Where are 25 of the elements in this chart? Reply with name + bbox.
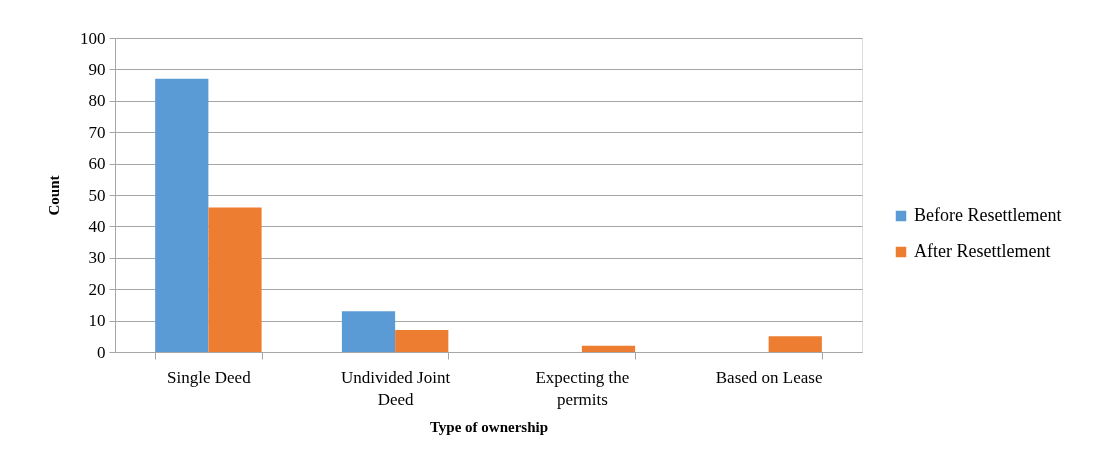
y-axis-title: Count [46,175,62,216]
x-tick-label: Based on Lease [715,367,823,387]
legend-label: Before Resettlement [914,205,1062,225]
bar [581,345,636,352]
x-tick-label: Undivided Joint Deed [341,367,451,409]
y-tick-label: 30 [88,248,106,268]
y-tick-label: 0 [97,342,106,362]
bar [208,207,262,352]
y-tick-label: 10 [88,311,106,331]
y-tick-label: 90 [88,59,106,79]
bar [395,330,449,352]
bar [768,336,822,352]
y-tick-label: 20 [88,279,106,299]
bar [341,311,396,352]
y-tick-label: 60 [88,154,106,174]
y-tick-label: 70 [88,122,106,142]
y-tick-label: 50 [88,185,106,205]
legend-label: After Resettlement [914,241,1051,261]
y-tick-label: 40 [88,216,106,236]
x-tick-label: Single Deed [167,367,252,387]
y-tick-label: 80 [88,91,106,111]
y-tick-label: 100 [80,28,106,48]
x-axis-title: Type of ownership [429,418,549,435]
x-tick-label: Expecting the permits [535,367,630,409]
bar [155,78,209,352]
